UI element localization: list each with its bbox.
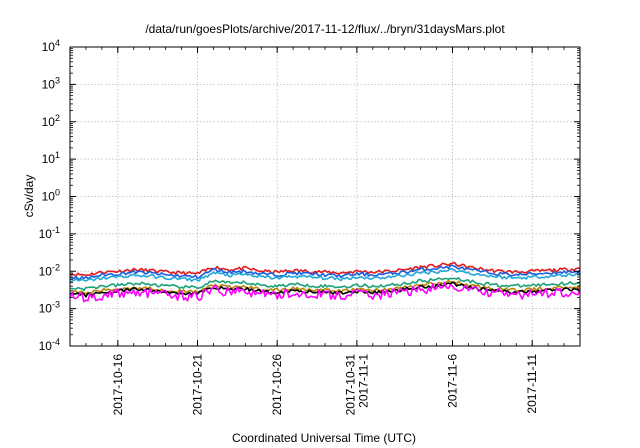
plot-frame — [69, 46, 581, 347]
y-tick-label: 102 — [42, 113, 60, 129]
y-axis-label: cSv/day — [22, 175, 36, 218]
series-line — [69, 264, 581, 281]
series-line — [69, 281, 581, 303]
series-line — [70, 276, 581, 292]
y-tick-label: 10-4 — [39, 337, 60, 353]
x-tick-label: 2017-11-11 — [525, 354, 539, 414]
grid — [70, 47, 580, 346]
x-tick-label: 2017-10-16 — [111, 354, 125, 416]
series-line — [69, 267, 580, 283]
y-tick-label: 100 — [42, 188, 60, 204]
x-tick-label: 2017-10-21 — [191, 354, 205, 416]
y-tick-label: 10-3 — [39, 300, 60, 316]
x-axis: 2017-10-16 2017-10-21 2017-10-26 2017-10-31… — [69, 47, 581, 416]
x-tick-label: 2017-11-6 — [446, 354, 460, 408]
x-axis-label: Coordinated Universal Time (UTC) — [232, 431, 416, 445]
y-axis: 10-4 10-3 10-2 10-1 100 101 102 103 104 — [39, 38, 580, 353]
plot-lines — [69, 261, 581, 303]
series-line — [69, 261, 581, 277]
x-tick-label: 2017-10-26 — [270, 354, 284, 416]
chart-title: /data/run/goesPlots/archive/2017-11-12/f… — [145, 22, 505, 36]
y-tick-label: 103 — [42, 75, 60, 91]
x-tick-label: 2017-11-1 — [356, 354, 370, 408]
series-line — [69, 279, 581, 296]
x-tick-label: 2017-10-31 — [343, 354, 357, 416]
y-tick-label: 10-2 — [39, 262, 60, 278]
y-tick-label: 10-1 — [39, 225, 60, 241]
y-tick-label: 101 — [42, 150, 60, 166]
y-tick-label: 104 — [42, 38, 60, 54]
